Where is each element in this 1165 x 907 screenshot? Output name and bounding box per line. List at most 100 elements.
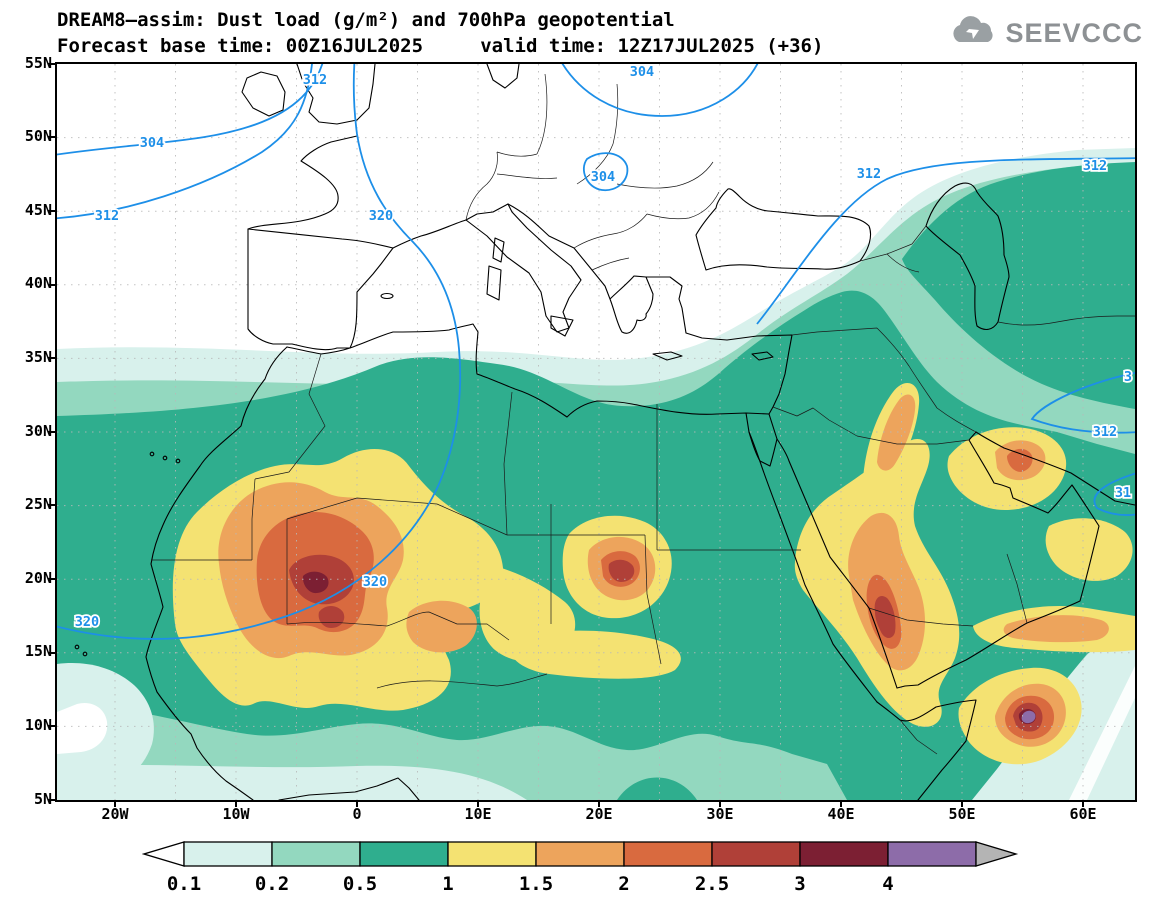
clear-patch	[57, 702, 108, 754]
contour-label: 3	[1124, 369, 1132, 385]
colorbar-tick-label: 0.1	[167, 873, 201, 895]
colorbar-tick-label: 0.2	[255, 873, 289, 895]
contour-label: 312	[95, 208, 119, 224]
geopotential-contour-labels: 304 312 312 304 304 320 320 320 312 312 …	[73, 64, 1134, 632]
colorbar-tick-label: 1.5	[519, 873, 553, 895]
lon-label: 50E	[948, 805, 976, 823]
contour-label: 312	[1083, 158, 1107, 174]
graticule	[57, 64, 1135, 800]
contour-312-right-line	[756, 157, 1135, 325]
contour-312-line	[57, 64, 313, 220]
se-corner-stripe	[1069, 666, 1135, 800]
contour-label: 304	[140, 135, 164, 151]
axis-tick	[961, 800, 963, 807]
map-frame: 304 312 312 304 304 320 320 320 312 312 …	[55, 62, 1137, 802]
lon-label: 10W	[222, 805, 250, 823]
axis-tick	[48, 210, 56, 212]
contour-label: 320	[363, 574, 387, 590]
colorbar-over-arrow	[975, 841, 1019, 867]
contour-label: 320	[369, 208, 393, 224]
axis-tick	[48, 284, 56, 286]
lat-label: 35N	[24, 348, 52, 366]
axis-tick	[48, 136, 56, 138]
lat-label: 50N	[24, 127, 52, 145]
colorbar-tick-label: 4	[882, 873, 893, 895]
seevccc-logo: SEEVCCC	[947, 16, 1143, 50]
axis-tick	[48, 652, 56, 654]
colorbar-cell	[535, 841, 625, 867]
lon-label: 0	[352, 805, 362, 823]
map-canvas: 304 312 312 304 304 320 320 320 312 312 …	[57, 64, 1135, 800]
lon-label: 20E	[585, 805, 613, 823]
contour-304-closed	[582, 152, 629, 192]
contour-304-oval	[561, 64, 759, 117]
colorbar-under-arrow	[141, 841, 185, 867]
contour-label: 320	[75, 614, 99, 630]
axis-tick	[48, 799, 56, 801]
chart-title: DREAM8—assim: Dust load (g/m²) and 700hP…	[57, 9, 675, 31]
logo-text: SEEVCCC	[1005, 17, 1143, 48]
axis-tick	[1082, 800, 1084, 807]
country-borders	[151, 73, 1135, 755]
axis-tick	[48, 63, 56, 65]
contour-label: 312	[303, 72, 327, 88]
chart-subtitle: Forecast base time: 00Z16JUL2025 valid t…	[57, 35, 824, 57]
axis-tick	[48, 578, 56, 580]
colorbar-cell	[623, 841, 713, 867]
axis-tick	[840, 800, 842, 807]
colorbar-tick-label: 1	[442, 873, 453, 895]
colorbar-cell	[359, 841, 449, 867]
lon-label: 20W	[101, 805, 129, 823]
contour-label: 304	[591, 169, 615, 185]
contour-320-line	[57, 64, 462, 640]
lon-label: 60E	[1069, 805, 1097, 823]
geopotential-contours	[57, 64, 1135, 640]
axis-tick	[719, 800, 721, 807]
lat-label: 5N	[33, 790, 52, 808]
title-block: DREAM8—assim: Dust load (g/m²) and 700hP…	[57, 7, 823, 59]
contour-304-line	[57, 64, 324, 156]
colorbar-cell	[183, 841, 273, 867]
axis-tick	[235, 800, 237, 807]
lat-label: 15N	[24, 642, 52, 660]
cloud-icon	[953, 16, 994, 42]
contour-label: 31	[1115, 485, 1131, 501]
colorbar-svg: 0.1 0.2 0.5 1 1.5 2 2.5 3 4	[141, 841, 1019, 895]
colorbar-tick-label: 2.5	[695, 873, 729, 895]
colorbar-cell	[711, 841, 801, 867]
lon-label: 10E	[464, 805, 492, 823]
colorbar-tick-label: 0.5	[343, 873, 377, 895]
axis-tick	[114, 800, 116, 807]
colorbar-cell	[447, 841, 537, 867]
colorbar-cell	[887, 841, 977, 867]
axis-tick	[48, 725, 56, 727]
lat-label: 10N	[24, 716, 52, 734]
colorbar-cell	[271, 841, 361, 867]
colorbar-tick-label: 2	[618, 873, 629, 895]
axis-tick	[48, 431, 56, 433]
colorbar-legend: 0.1 0.2 0.5 1 1.5 2 2.5 3 4	[141, 840, 1022, 904]
lon-label: 30E	[706, 805, 734, 823]
lon-label: 40E	[827, 805, 855, 823]
lat-label: 55N	[24, 54, 52, 72]
lat-label: 45N	[24, 201, 52, 219]
coastlines	[74, 64, 1135, 800]
contour-label: 304	[630, 64, 654, 80]
contour-label: 312	[857, 166, 881, 182]
dust-level-4	[1021, 710, 1036, 724]
contour-31x-right-edge	[1093, 472, 1135, 516]
lat-label: 20N	[24, 569, 52, 587]
axis-tick	[598, 800, 600, 807]
lat-label: 30N	[24, 422, 52, 440]
axis-tick	[477, 800, 479, 807]
lat-label: 40N	[24, 274, 52, 292]
axis-tick	[48, 357, 56, 359]
axis-tick	[356, 800, 358, 807]
contour-312-right-edge	[1030, 372, 1135, 434]
colorbar-tick-label: 3	[794, 873, 805, 895]
lat-label: 25N	[24, 495, 52, 513]
contour-label: 312	[1093, 424, 1117, 440]
axis-tick	[48, 504, 56, 506]
colorbar-cell	[799, 841, 889, 867]
